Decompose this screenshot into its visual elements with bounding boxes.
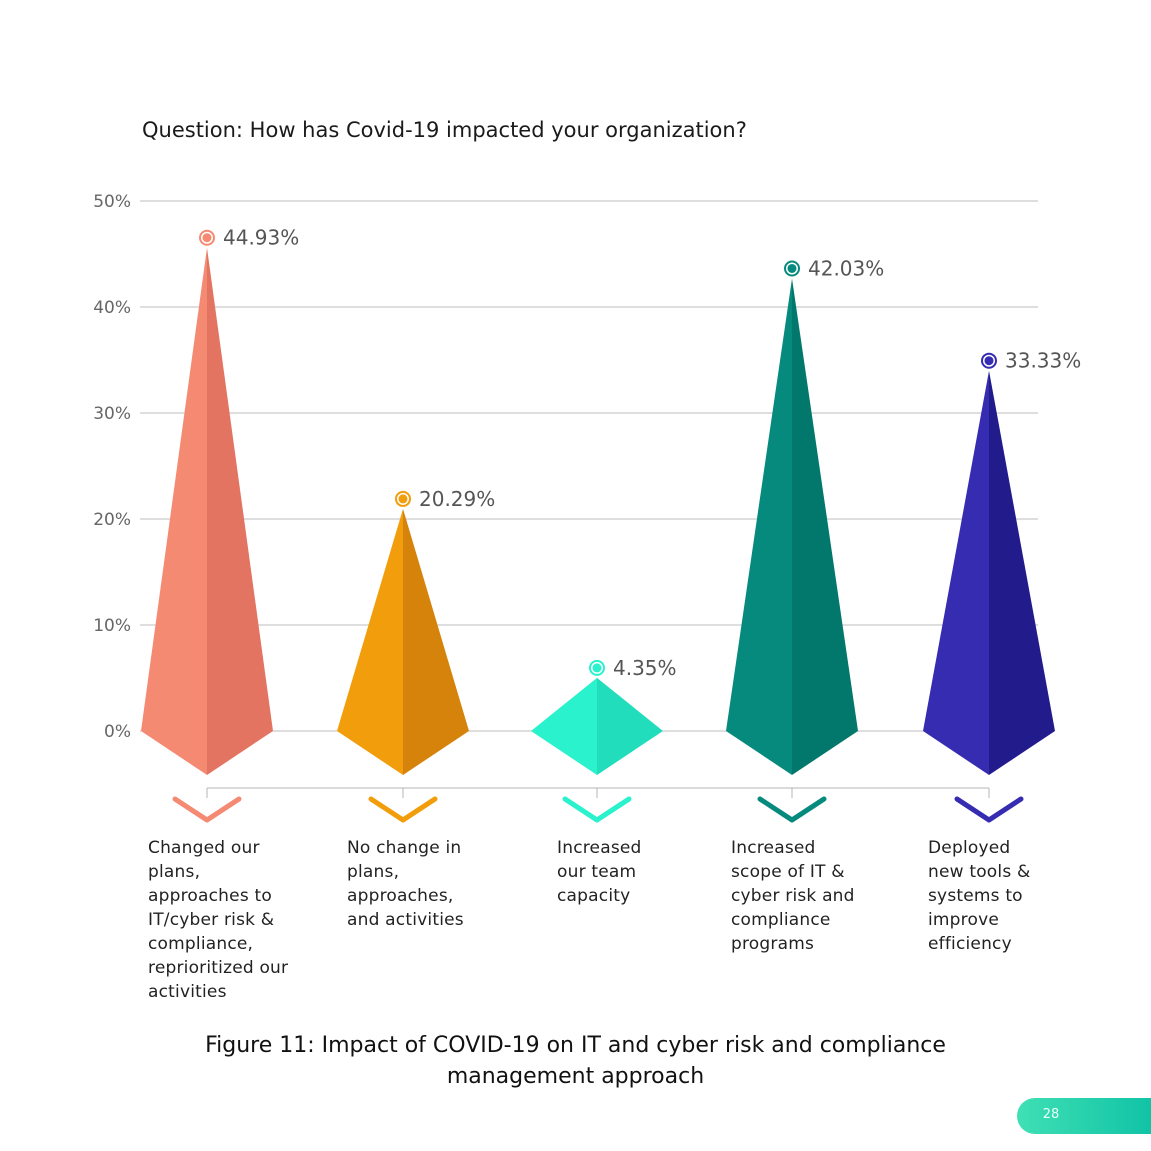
data-label: 42.03% (808, 256, 884, 280)
category-label-2-line: plans, (347, 862, 400, 882)
bar-left-face (726, 278, 792, 775)
category-label-4-line: compliance (731, 910, 831, 930)
category-label-5-line: Deployed (928, 838, 1011, 858)
value-marker-dot (398, 494, 408, 504)
category-label-1-line: approaches to (148, 886, 272, 906)
bar-right-face (989, 370, 1055, 775)
bar-right-face (792, 278, 858, 775)
data-label: 20.29% (419, 487, 495, 511)
category-label-5: Deployed new tools & systems to improve … (928, 836, 1030, 956)
value-marker-dot (202, 233, 212, 243)
data-label: 44.93% (223, 226, 299, 250)
category-label-5-line: new tools & (928, 862, 1031, 882)
bar-left-face (141, 247, 207, 775)
value-marker-dot (592, 663, 602, 673)
y-tick-label: 50% (93, 192, 131, 212)
category-label-2-line: and activities (347, 910, 464, 930)
bar-right-face (403, 508, 469, 775)
category-label-4-line: Increased (731, 838, 816, 858)
category-label-4: Increased scope of IT & cyber risk and c… (731, 836, 855, 956)
bar-left-face (337, 508, 403, 775)
bar-right-face (207, 247, 273, 775)
page-number: 28 (1042, 1107, 1060, 1122)
figure-caption: Figure 11: Impact of COVID-19 on IT and … (0, 1030, 1151, 1092)
category-label-1-line: compliance, (148, 934, 254, 954)
category-label-1-line: plans, (148, 862, 201, 882)
category-label-1-line: reprioritized our (148, 958, 289, 978)
bar-left-face (923, 370, 989, 775)
category-label-3-line: Increased (557, 838, 642, 858)
category-label-2-line: approaches, (347, 886, 454, 906)
bar-right-face (597, 677, 663, 775)
chevron-marker (368, 796, 438, 823)
category-label-1: Changed our plans, approaches to IT/cybe… (148, 836, 288, 1004)
chart-title: Question: How has Covid-19 impacted your… (142, 118, 747, 142)
page-number-tab: 28 (1017, 1098, 1151, 1134)
category-label-1-line: Changed our (148, 838, 260, 858)
category-label-1-line: activities (148, 982, 227, 1002)
y-tick-label: 20% (93, 510, 131, 530)
y-tick-label: 30% (93, 404, 131, 424)
value-marker-dot (984, 356, 994, 366)
chevron-marker (954, 796, 1024, 823)
category-label-4-line: scope of IT & (731, 862, 845, 882)
chevron-marker (562, 796, 632, 823)
data-label: 33.33% (1005, 349, 1081, 373)
category-label-1-line: IT/cyber risk & (148, 910, 275, 930)
category-label-2: No change in plans, approaches, and acti… (347, 836, 464, 932)
data-label: 4.35% (613, 656, 677, 680)
category-label-4-line: programs (731, 934, 815, 954)
y-tick-label: 40% (93, 298, 131, 318)
chevron-marker (757, 796, 827, 823)
chevron-marker (172, 796, 242, 823)
category-label-5-line: efficiency (928, 934, 1012, 954)
figure-caption-line: Figure 11: Impact of COVID-19 on IT and … (205, 1033, 946, 1058)
category-label-3-line: our team (557, 862, 637, 882)
category-label-5-line: improve (928, 910, 1000, 930)
category-label-2-line: No change in (347, 838, 462, 858)
category-label-3-line: capacity (557, 886, 631, 906)
bar-left-face (531, 677, 597, 775)
category-label-4-line: cyber risk and (731, 886, 855, 906)
category-label-3: Increased our team capacity (557, 836, 642, 908)
y-tick-label: 0% (104, 722, 131, 742)
value-marker-dot (787, 263, 797, 273)
figure-caption-line: management approach (446, 1064, 705, 1089)
y-tick-label: 10% (93, 616, 131, 636)
category-label-5-line: systems to (928, 886, 1023, 906)
